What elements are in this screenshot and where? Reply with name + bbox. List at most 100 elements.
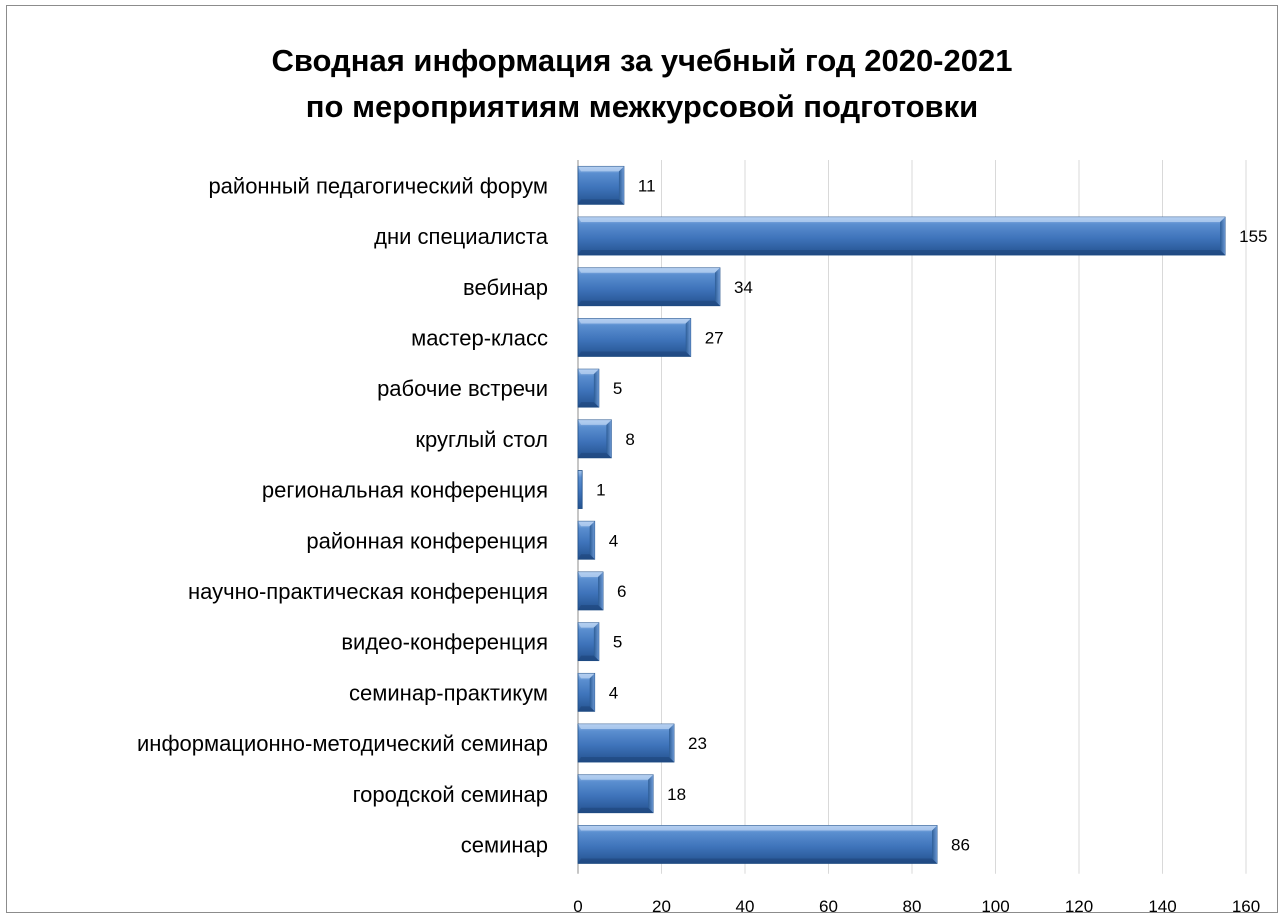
category-label: дни специалиста [374,224,549,249]
data-label: 11 [638,176,656,195]
bar-bevel-bottom [578,604,604,610]
bar-bevel-bottom [578,300,720,306]
bars [577,165,1226,864]
x-tick-label: 20 [652,897,671,916]
data-label: 18 [667,785,686,804]
bar-bevel-top [578,521,595,527]
data-label: 6 [617,582,626,601]
bar [577,825,938,864]
bar [577,672,596,712]
bar-bevel-end [714,267,720,306]
bar [577,419,612,459]
chart-title-line-1: Сводная информация за учебный год 2020-2… [271,43,1013,78]
bar [577,622,600,662]
data-label: 5 [613,633,622,652]
bar [577,723,675,763]
category-label: районный педагогический форум [208,173,548,198]
bar [577,520,596,560]
bar [577,470,583,509]
bar-bevel-top [578,419,612,425]
bar-bevel-top [578,217,1226,223]
bar-body [577,723,675,763]
bar [577,165,625,205]
x-tick-label: 120 [1065,897,1093,916]
category-label: городской семинар [353,782,548,807]
bar-body [577,419,612,459]
x-tick-label: 100 [981,897,1009,916]
chart-title-line-2: по мероприятиям межкурсовой подготовки [305,89,979,124]
category-label: рабочие встречи [377,376,548,401]
category-label: региональная конференция [262,478,548,503]
bar-body [577,318,692,357]
data-label: 1 [596,481,605,500]
bar-body [577,267,721,307]
bar [577,571,604,611]
bar-bevel-top [578,622,599,628]
bar-bevel-bottom [578,351,691,357]
x-tick-label: 60 [819,897,838,916]
bar-body [577,825,938,864]
x-tick-label: 40 [736,897,755,916]
bar-bevel-top [578,267,720,273]
bar-bevel-bottom [578,554,595,560]
bar-bevel-bottom [578,807,654,813]
data-label: 5 [613,379,622,398]
bar-bevel-end [618,166,624,205]
category-label: видео-конференция [341,630,548,655]
category-label: круглый стол [415,427,548,452]
category-label: вебинар [463,275,548,300]
category-labels: районный педагогический форум дни специал… [137,173,549,857]
bar-bevel-end [589,673,595,712]
category-label: семинар [461,832,548,857]
bar-bevel-bottom [578,757,675,763]
gridlines [577,160,1247,874]
data-label: 86 [951,835,970,854]
bar-bevel-top [578,825,938,831]
bar-bevel-end [598,571,604,610]
bar-bevel-bottom [578,655,599,661]
bar-bevel-bottom [578,250,1226,256]
x-axis-tick-labels: 0 20 40 60 80 100 120 140 160 [573,897,1260,916]
bar-bevel-top [578,724,675,730]
bar-bevel-bottom [578,199,624,205]
bar [577,318,692,357]
bar-bevel-top [578,318,691,324]
bar-bevel-bottom [578,858,938,864]
bar [577,216,1226,256]
data-label: 4 [609,683,618,702]
bar [577,368,600,408]
category-label: районная конференция [306,528,548,553]
bar-body [577,774,654,814]
bar-bevel-top [578,774,654,780]
bar-bevel-top [578,166,624,172]
bar-bevel-top [578,571,604,577]
bar-bevel-end [685,318,691,357]
category-label: научно-практическая конференция [188,579,548,604]
bar [577,267,721,307]
data-label: 8 [625,430,634,449]
data-label: 23 [688,734,707,753]
x-tick-label: 160 [1232,897,1260,916]
bar-bevel-end [932,825,938,864]
bar-bevel-top [578,673,595,679]
data-labels: 11 155 34 27 5 8 1 4 6 5 4 23 18 86 [596,176,1267,854]
category-label: информационно-методический семинар [137,731,548,756]
bar-bevel-top [578,369,599,375]
bar-body [577,165,625,205]
bar-body [577,216,1226,256]
x-tick-label: 140 [1148,897,1176,916]
data-label: 4 [609,531,618,550]
bar-bevel-end [648,774,654,813]
bar-bevel-end [669,724,675,763]
bar-bevel-bottom [578,402,599,408]
category-label: мастер-класс [411,325,548,350]
bar-bevel-end [606,419,612,458]
x-tick-label: 80 [903,897,922,916]
data-label: 34 [734,278,753,297]
chart-title: Сводная информация за учебный год 2020-2… [6,38,1278,130]
x-tick-label: 0 [573,897,582,916]
category-label: семинар-практикум [349,680,548,705]
bar-bevel-end [589,521,595,560]
data-label: 155 [1239,227,1267,246]
